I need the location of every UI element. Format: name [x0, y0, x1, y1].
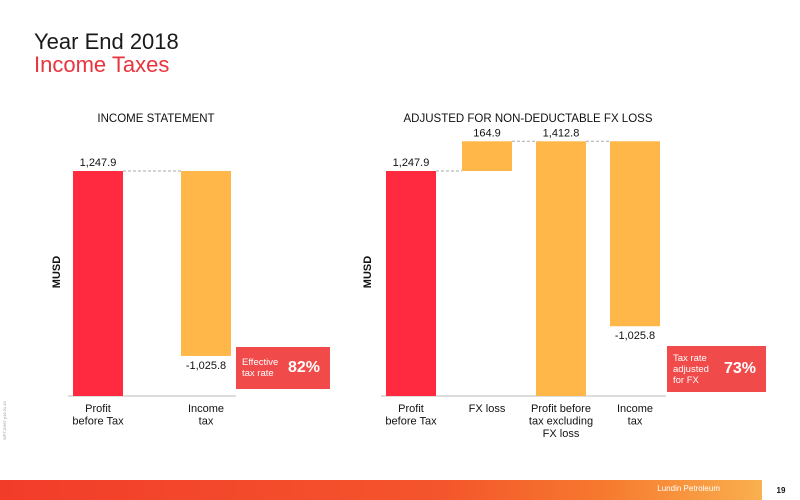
chart-2-bar-4-value-label: -1,025.8 [615, 330, 655, 342]
chart-1-bar-2-value-label: -1,025.8 [186, 360, 226, 372]
chart-2-bar-3 [536, 141, 586, 396]
adjusted-tax-rate-badge: Tax rate adjusted for FX 73% [667, 346, 766, 392]
chart-1-bar-1 [73, 171, 123, 396]
chart-2-bar-2-value-label: 164.9 [473, 127, 501, 139]
chart-1-title: INCOME STATEMENT [97, 113, 214, 125]
footer-brand: Lundin Petroleum [657, 484, 720, 493]
effective-tax-rate-label: Effective tax rate [242, 357, 279, 379]
chart-2-bar-4-category-label: Income tax [617, 403, 653, 428]
slide-title: Year End 2018 [34, 29, 179, 54]
chart-2-ylabel: MUSD [362, 256, 374, 288]
chart-2-bar-1 [386, 171, 436, 396]
chart-2-bar-4 [610, 141, 660, 327]
chart-1: INCOME STATEMENT MUSD 1,247.9 Profit before … [51, 113, 236, 428]
chart-2-bar-2-category-label: FX loss [469, 403, 506, 415]
chart-1-bar-1-value-label: 1,247.9 [80, 157, 117, 169]
chart-2-bar-1-value-label: 1,247.9 [393, 157, 430, 169]
chart-1-ylabel: MUSD [51, 256, 63, 288]
chart-2: ADJUSTED FOR NON-DEDUCTABLE FX LOSS MUSD 1… [362, 113, 666, 440]
chart-2-bar-1-category-label: Profit before Tax [385, 403, 437, 428]
effective-tax-rate-badge: Effective tax rate 82% [236, 347, 330, 389]
page-number: 19 [762, 480, 800, 500]
chart-1-bar-2 [181, 171, 231, 356]
effective-tax-rate-value: 82% [287, 359, 320, 376]
adjusted-tax-rate-value: 73% [723, 360, 756, 377]
chart-2-bar-3-value-label: 1,412.8 [543, 127, 580, 139]
chart-1-bar-1-category-label: Profit before Tax [72, 403, 124, 428]
chart-2-bar-2 [462, 141, 512, 171]
side-reference-text: WPTJ2367 p16 01.19 [2, 401, 7, 440]
chart-2-bar-3-category-label: Profit before tax excluding FX loss [529, 403, 593, 440]
waterfall-charts: INCOME STATEMENT MUSD 1,247.9 Profit before … [51, 113, 666, 440]
chart-2-title: ADJUSTED FOR NON-DEDUCTABLE FX LOSS [404, 113, 653, 125]
footer-bar: Lundin Petroleum 19 [0, 480, 800, 500]
slide-subtitle: Income Taxes [34, 52, 170, 77]
adjusted-tax-rate-label: Tax rate adjusted for FX [673, 352, 709, 386]
chart-1-bar-2-category-label: Income tax [188, 403, 224, 428]
